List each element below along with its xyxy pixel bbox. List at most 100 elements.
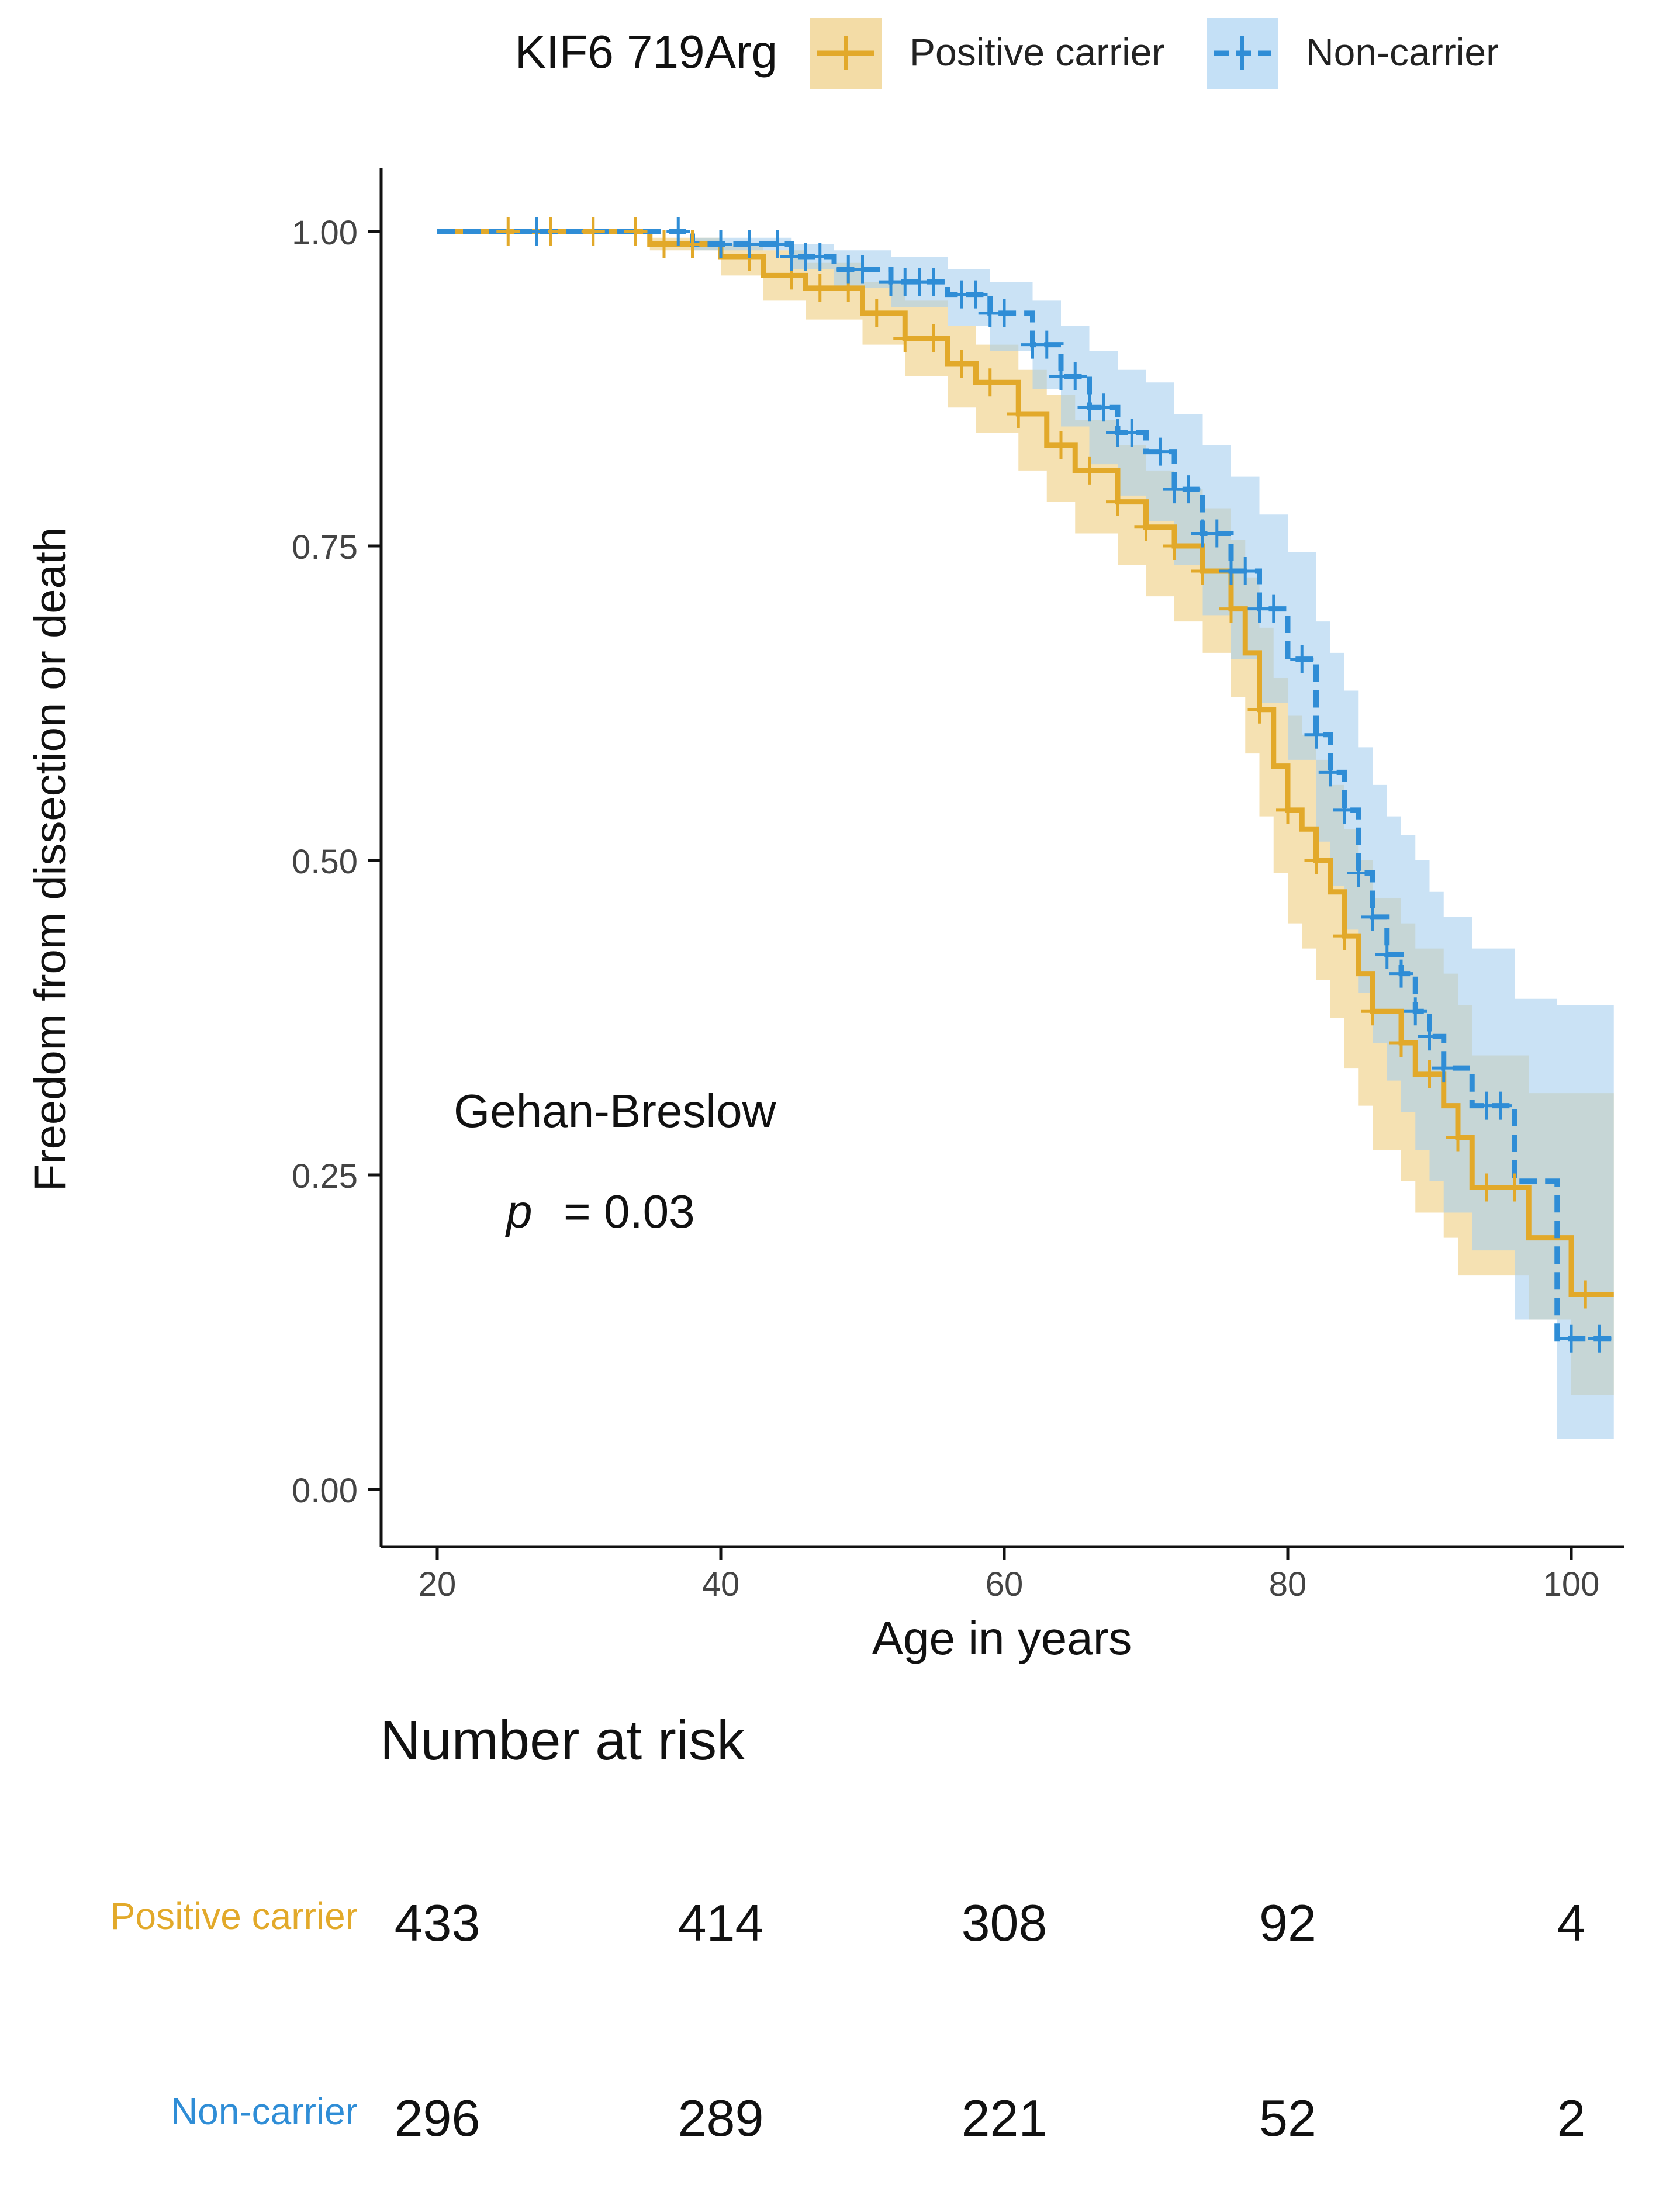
censor-mark-noncarrier [1091, 393, 1115, 422]
x-tick-label: 40 [702, 1565, 740, 1603]
censor-mark-positive [1446, 1123, 1470, 1152]
x-axis-title: Age in years [872, 1612, 1132, 1664]
legend-key-positive [810, 18, 882, 89]
y-tick-label: 0.75 [292, 528, 358, 566]
legend-label-noncarrier: Non-carrier [1306, 30, 1499, 74]
censor-mark-noncarrier [737, 230, 761, 258]
censor-mark-noncarrier [1560, 1324, 1583, 1353]
censor-mark-noncarrier [1148, 437, 1172, 466]
legend-title: KIF6 719Arg [515, 26, 777, 78]
censor-mark-positive [652, 230, 676, 258]
censor-mark-noncarrier [1488, 1091, 1512, 1120]
censor-mark-noncarrier [1261, 594, 1285, 623]
censor-mark-positive [1304, 846, 1328, 874]
x-tick-label: 20 [419, 1565, 457, 1603]
risk-cell: 289 [678, 2089, 764, 2147]
censor-mark-positive [680, 230, 704, 258]
legend: KIF6 719Arg Positive carrier Non-carrier [515, 18, 1499, 89]
censor-mark-positive [921, 324, 945, 352]
x-ticks: 20 40 60 80 100 [419, 1547, 1600, 1603]
risk-cell: 52 [1259, 2089, 1316, 2147]
x-tick-label: 100 [1543, 1565, 1600, 1603]
risk-row-label-positive: Positive carrier [110, 1895, 358, 1937]
censor-mark-positive [950, 349, 974, 378]
censor-mark-noncarrier [1361, 903, 1385, 931]
censor-mark-noncarrier [993, 299, 1016, 327]
censor-mark-positive [1247, 695, 1271, 724]
x-tick-label: 80 [1269, 1565, 1307, 1603]
censor-mark-positive [1219, 594, 1243, 623]
p-value-annotation: = 0.03 [564, 1185, 695, 1237]
risk-cell: 92 [1259, 1894, 1316, 1952]
censor-mark-positive [1418, 1060, 1442, 1088]
risk-cell: 2 [1557, 2089, 1586, 2147]
censor-mark-noncarrier [666, 217, 690, 246]
risk-row-label-noncarrier: Non-carrier [171, 2090, 358, 2132]
p-symbol-annotation: p [505, 1185, 533, 1237]
censor-mark-noncarrier [1404, 997, 1427, 1026]
confidence-bands [437, 231, 1614, 1439]
ci-band-positive [437, 231, 1614, 1395]
censor-mark-positive [1361, 997, 1385, 1026]
censor-mark-positive [1007, 400, 1031, 428]
censor-mark-positive [1389, 1029, 1413, 1057]
test-name-annotation: Gehan-Breslow [454, 1085, 776, 1137]
censor-mark-noncarrier [1063, 362, 1087, 390]
censor-mark-noncarrier [1177, 475, 1201, 504]
censor-mark-noncarrier [1418, 1022, 1442, 1051]
censor-mark-positive [1134, 513, 1158, 541]
censor-mark-positive [581, 217, 605, 246]
censor-mark-noncarrier [1432, 1054, 1456, 1083]
censor-mark-noncarrier [1318, 758, 1342, 787]
y-tick-label: 0.00 [292, 1472, 358, 1510]
censor-mark-positive [978, 368, 1002, 397]
y-tick-label: 1.00 [292, 214, 358, 252]
legend-key-noncarrier [1207, 18, 1278, 89]
censor-mark-positive [1276, 796, 1299, 824]
censor-mark-noncarrier [1205, 519, 1229, 548]
censor-mark-positive [1106, 488, 1129, 516]
y-tick-label: 0.25 [292, 1157, 358, 1195]
censor-mark-noncarrier [851, 255, 874, 284]
legend-label-positive: Positive carrier [910, 30, 1164, 74]
censor-mark-noncarrier [808, 243, 832, 271]
axes [379, 168, 1624, 1548]
censor-mark-noncarrier [1375, 941, 1399, 969]
risk-table-cells: 433 414 308 92 4 296 289 221 52 2 [395, 1894, 1586, 2147]
censor-mark-positive [865, 299, 889, 327]
censor-mark-positive [1191, 557, 1215, 586]
censor-mark-noncarrier [1290, 645, 1314, 673]
censor-mark-noncarrier [1333, 796, 1356, 824]
risk-table-title: Number at risk [380, 1709, 745, 1772]
censor-mark-noncarrier [1389, 959, 1413, 988]
censor-mark-noncarrier [524, 217, 548, 246]
risk-cell: 414 [678, 1894, 764, 1952]
censor-mark-noncarrier [1304, 720, 1328, 749]
censor-mark-positive [1333, 922, 1356, 950]
risk-cell: 296 [395, 2089, 481, 2147]
censor-mark-positive [1574, 1280, 1598, 1309]
censor-marks [496, 217, 1612, 1353]
censor-mark-positive [1474, 1173, 1498, 1202]
censor-mark-positive [1163, 532, 1186, 560]
ci-band-noncarrier [437, 231, 1614, 1439]
censor-mark-positive [893, 324, 917, 352]
censor-mark-positive [808, 274, 832, 302]
censor-mark-noncarrier [1035, 330, 1059, 359]
censor-mark-positive [1077, 456, 1101, 485]
y-tick-label: 0.50 [292, 843, 358, 881]
censor-mark-noncarrier [921, 268, 945, 296]
x-tick-label: 60 [986, 1565, 1024, 1603]
risk-cell: 4 [1557, 1894, 1586, 1952]
y-axis-title: Freedom from dissection or death [26, 527, 75, 1191]
km-curve-noncarrier [437, 229, 1614, 1342]
censor-mark-noncarrier [1588, 1324, 1612, 1353]
censor-mark-positive [496, 217, 520, 246]
risk-cell: 433 [395, 1894, 481, 1952]
censor-mark-noncarrier [709, 230, 732, 258]
risk-cell: 221 [962, 2089, 1048, 2147]
censor-mark-noncarrier [964, 280, 988, 309]
censor-mark-positive [1503, 1173, 1526, 1202]
censor-mark-noncarrier [766, 230, 789, 258]
censor-mark-positive [624, 217, 648, 246]
